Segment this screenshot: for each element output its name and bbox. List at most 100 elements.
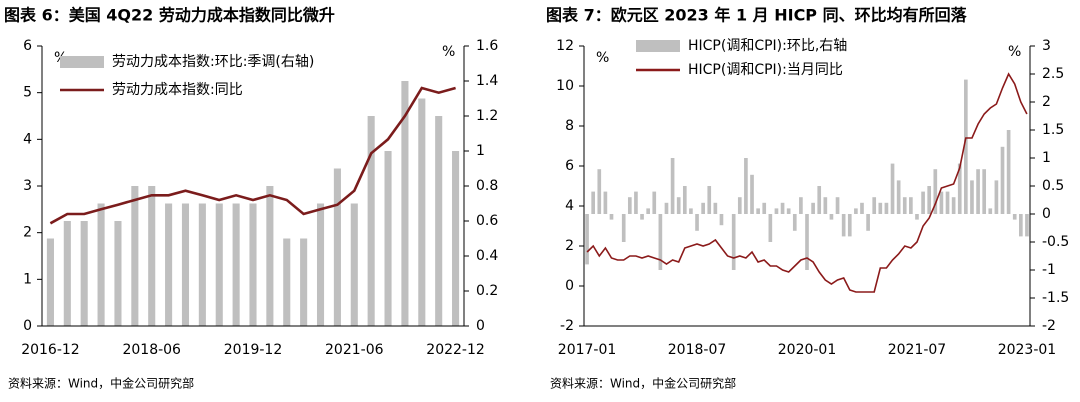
x-tick-label: 2019-12 — [224, 342, 283, 358]
bar — [198, 203, 206, 326]
bar — [316, 203, 325, 326]
bar — [646, 208, 650, 214]
bar — [658, 214, 663, 270]
bar — [799, 197, 803, 214]
bar — [957, 163, 962, 214]
bar — [872, 197, 877, 214]
bar — [634, 191, 638, 214]
y2-axis-unit: % — [442, 44, 455, 60]
bar — [976, 169, 980, 214]
line — [49, 86, 456, 225]
bar — [860, 202, 864, 214]
y-tick-label: 4 — [565, 198, 574, 214]
bar — [621, 214, 626, 242]
bar — [744, 158, 748, 214]
bar — [994, 180, 999, 214]
y-axis-unit: % — [596, 50, 609, 66]
bar — [114, 221, 122, 326]
bar — [933, 169, 938, 214]
y-tick-label: 2 — [23, 225, 32, 241]
bar — [768, 214, 773, 242]
bar — [890, 163, 895, 214]
y2-tick-label: 1.2 — [476, 108, 498, 124]
bar — [829, 214, 834, 220]
bar — [676, 197, 681, 214]
bar — [652, 191, 657, 214]
y2-tick-label: 1 — [476, 143, 485, 159]
y-tick-label: 0 — [565, 278, 574, 294]
bar — [964, 79, 968, 214]
y2-tick-label: 0.6 — [476, 213, 498, 229]
y2-tick-label: -2 — [1042, 318, 1056, 334]
legend-label: HICP(调和CPI):环比,右轴 — [688, 38, 847, 54]
x-tick-label: 2021-07 — [888, 342, 947, 358]
bar — [401, 81, 409, 326]
bar — [165, 203, 173, 326]
bar — [927, 186, 932, 214]
bar — [811, 202, 815, 214]
bar — [350, 203, 358, 326]
bar — [384, 151, 392, 326]
bar — [266, 186, 274, 326]
x-tick-label: 2016-12 — [21, 342, 80, 358]
bar — [695, 214, 699, 231]
bar — [1000, 146, 1005, 214]
y-tick-label: 6 — [23, 38, 32, 54]
y-tick-label: 4 — [23, 131, 32, 147]
bar — [878, 202, 883, 214]
bar — [780, 202, 785, 214]
bar — [707, 186, 712, 214]
bar — [939, 191, 944, 214]
y2-tick-label: 0.8 — [476, 178, 498, 194]
bar — [756, 208, 760, 214]
bar — [988, 208, 993, 214]
bar — [909, 197, 913, 214]
source: 资料来源：Wind，中金公司研究部 — [550, 376, 736, 391]
bar — [884, 202, 889, 214]
y2-tick-label: 3 — [1042, 38, 1051, 54]
bar — [817, 186, 822, 214]
y2-tick-label: 1 — [1042, 150, 1051, 166]
bar — [1025, 214, 1029, 237]
y-tick-label: 10 — [556, 78, 574, 94]
bar — [418, 98, 426, 326]
bar — [841, 214, 846, 237]
bar — [774, 208, 779, 214]
chart-title: 图表 7：欧元区 2023 年 1 月 HICP 同、环比均有所回落 — [546, 6, 968, 25]
x-tick-label: 2017-01 — [558, 342, 617, 358]
bar — [603, 191, 608, 214]
bar — [701, 202, 705, 214]
bar — [232, 203, 240, 326]
bar — [597, 169, 602, 214]
chart-title: 图表 6：美国 4Q22 劳动力成本指数同比微升 — [4, 6, 335, 25]
legend-label: 劳动力成本指数:环比:季调(右轴) — [112, 54, 314, 70]
y-tick-label: 1 — [23, 271, 32, 287]
bar — [591, 191, 595, 214]
bar — [1006, 130, 1011, 214]
y2-tick-label: 0.4 — [476, 248, 498, 264]
bar — [731, 214, 736, 270]
bar — [792, 214, 797, 231]
bar — [847, 214, 852, 237]
bar — [283, 238, 291, 326]
bar — [215, 203, 223, 326]
bar — [670, 158, 675, 214]
x-tick-label: 2021-06 — [325, 342, 384, 358]
bar — [640, 214, 644, 220]
source: 资料来源：Wind，中金公司研究部 — [8, 376, 194, 391]
bar — [689, 208, 693, 214]
bar — [627, 197, 632, 214]
bar — [854, 208, 858, 214]
bar — [97, 203, 105, 326]
y-tick-label: 8 — [565, 118, 574, 134]
bar — [719, 214, 724, 226]
y2-tick-label: 0.2 — [476, 283, 498, 299]
bar — [249, 203, 257, 326]
line — [586, 72, 1028, 293]
bar — [902, 197, 907, 214]
bar — [46, 238, 54, 326]
y2-tick-label: 1.5 — [1042, 122, 1064, 138]
y2-tick-label: -1.5 — [1042, 290, 1069, 306]
y-tick-label: 6 — [565, 158, 574, 174]
